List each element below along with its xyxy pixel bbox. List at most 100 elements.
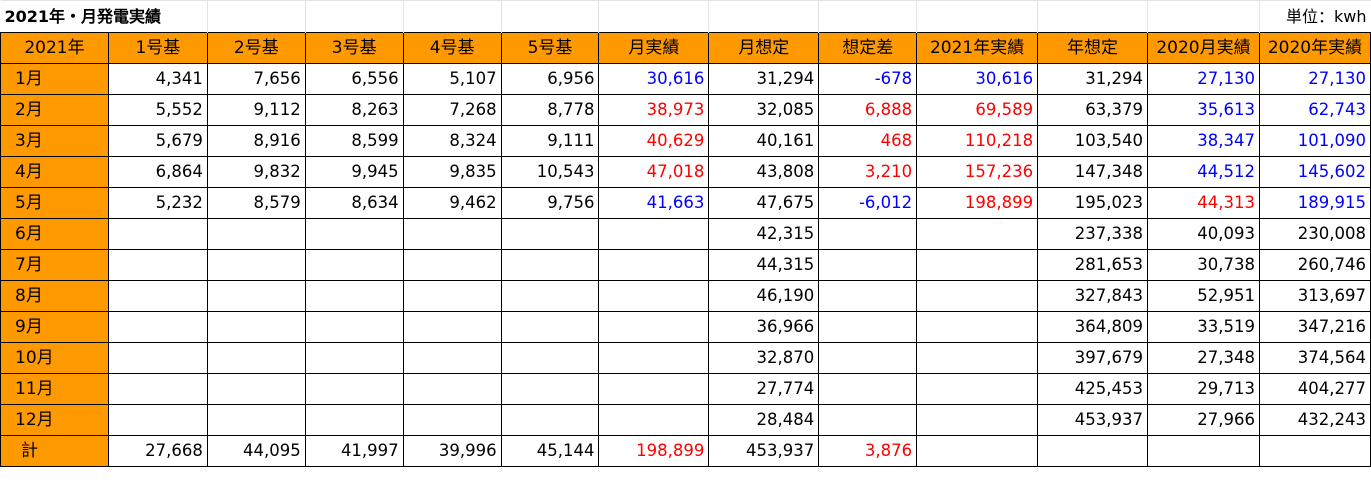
value-cell[interactable] bbox=[598, 218, 710, 250]
value-cell[interactable]: 9,111 bbox=[500, 125, 600, 157]
value-cell[interactable]: 425,453 bbox=[1037, 373, 1148, 405]
value-cell[interactable]: 5,552 bbox=[107, 94, 208, 126]
value-cell[interactable]: 101,090 bbox=[1258, 125, 1371, 157]
empty-cell[interactable] bbox=[500, 0, 599, 33]
value-cell[interactable]: 3,876 bbox=[818, 435, 918, 467]
value-cell[interactable]: 5,107 bbox=[402, 63, 502, 95]
value-cell[interactable]: 32,870 bbox=[708, 342, 820, 374]
month-label[interactable]: 2月 bbox=[0, 94, 109, 126]
month-label[interactable]: 9月 bbox=[0, 311, 109, 343]
value-cell[interactable]: 38,347 bbox=[1146, 125, 1260, 157]
value-cell[interactable]: 145,602 bbox=[1258, 156, 1371, 188]
value-cell[interactable]: 43,808 bbox=[708, 156, 820, 188]
column-header[interactable]: 4号基 bbox=[402, 32, 502, 64]
empty-cell[interactable] bbox=[708, 0, 819, 33]
value-cell[interactable]: 9,945 bbox=[304, 156, 404, 188]
value-cell[interactable]: 313,697 bbox=[1258, 280, 1371, 312]
value-cell[interactable] bbox=[500, 218, 600, 250]
value-cell[interactable] bbox=[107, 249, 208, 281]
value-cell[interactable] bbox=[402, 373, 502, 405]
column-header[interactable]: 5号基 bbox=[500, 32, 600, 64]
value-cell[interactable] bbox=[1146, 435, 1260, 467]
value-cell[interactable]: 189,915 bbox=[1258, 187, 1371, 219]
value-cell[interactable]: 30,616 bbox=[598, 63, 710, 95]
value-cell[interactable]: 44,313 bbox=[1146, 187, 1260, 219]
month-label[interactable]: 8月 bbox=[0, 280, 109, 312]
value-cell[interactable]: 9,832 bbox=[206, 156, 306, 188]
value-cell[interactable] bbox=[402, 280, 502, 312]
value-cell[interactable]: 10,543 bbox=[500, 156, 600, 188]
value-cell[interactable] bbox=[206, 218, 306, 250]
value-cell[interactable]: 63,379 bbox=[1037, 94, 1148, 126]
value-cell[interactable] bbox=[500, 249, 600, 281]
value-cell[interactable]: 27,774 bbox=[708, 373, 820, 405]
column-header[interactable]: 1号基 bbox=[107, 32, 208, 64]
value-cell[interactable]: 27,668 bbox=[107, 435, 208, 467]
value-cell[interactable]: 29,713 bbox=[1146, 373, 1260, 405]
value-cell[interactable]: 30,738 bbox=[1146, 249, 1260, 281]
value-cell[interactable]: 103,540 bbox=[1037, 125, 1148, 157]
value-cell[interactable] bbox=[304, 373, 404, 405]
month-label[interactable]: 6月 bbox=[0, 218, 109, 250]
value-cell[interactable]: 9,112 bbox=[206, 94, 306, 126]
value-cell[interactable] bbox=[206, 342, 306, 374]
value-cell[interactable] bbox=[598, 373, 710, 405]
value-cell[interactable] bbox=[916, 311, 1039, 343]
value-cell[interactable] bbox=[304, 311, 404, 343]
value-cell[interactable]: 27,130 bbox=[1258, 63, 1371, 95]
value-cell[interactable] bbox=[916, 249, 1039, 281]
value-cell[interactable]: 6,556 bbox=[304, 63, 404, 95]
value-cell[interactable]: 237,338 bbox=[1037, 218, 1148, 250]
value-cell[interactable]: 327,843 bbox=[1037, 280, 1148, 312]
value-cell[interactable]: 30,616 bbox=[916, 63, 1039, 95]
value-cell[interactable]: 6,956 bbox=[500, 63, 600, 95]
value-cell[interactable]: 36,966 bbox=[708, 311, 820, 343]
value-cell[interactable]: 8,634 bbox=[304, 187, 404, 219]
value-cell[interactable] bbox=[598, 404, 710, 436]
value-cell[interactable] bbox=[107, 342, 208, 374]
value-cell[interactable] bbox=[304, 280, 404, 312]
empty-cell[interactable] bbox=[1037, 0, 1148, 33]
value-cell[interactable]: 4,341 bbox=[107, 63, 208, 95]
value-cell[interactable]: 44,315 bbox=[708, 249, 820, 281]
column-header[interactable]: 2020月実績 bbox=[1146, 32, 1260, 64]
value-cell[interactable] bbox=[818, 342, 918, 374]
column-header[interactable]: 2号基 bbox=[206, 32, 306, 64]
value-cell[interactable]: 47,675 bbox=[708, 187, 820, 219]
value-cell[interactable] bbox=[818, 404, 918, 436]
value-cell[interactable]: 468 bbox=[818, 125, 918, 157]
value-cell[interactable]: 9,835 bbox=[402, 156, 502, 188]
value-cell[interactable]: 7,656 bbox=[206, 63, 306, 95]
month-label[interactable]: 7月 bbox=[0, 249, 109, 281]
value-cell[interactable]: 281,653 bbox=[1037, 249, 1148, 281]
value-cell[interactable]: 44,512 bbox=[1146, 156, 1260, 188]
value-cell[interactable] bbox=[916, 342, 1039, 374]
column-header[interactable]: 3号基 bbox=[304, 32, 404, 64]
column-header[interactable]: 想定差 bbox=[818, 32, 918, 64]
value-cell[interactable] bbox=[304, 249, 404, 281]
value-cell[interactable] bbox=[402, 342, 502, 374]
value-cell[interactable] bbox=[206, 311, 306, 343]
value-cell[interactable] bbox=[818, 249, 918, 281]
value-cell[interactable]: 198,899 bbox=[916, 187, 1039, 219]
value-cell[interactable] bbox=[818, 280, 918, 312]
value-cell[interactable] bbox=[206, 280, 306, 312]
value-cell[interactable]: 404,277 bbox=[1258, 373, 1371, 405]
value-cell[interactable] bbox=[916, 404, 1039, 436]
month-label[interactable]: 11月 bbox=[0, 373, 109, 405]
value-cell[interactable]: 453,937 bbox=[1037, 404, 1148, 436]
column-header[interactable]: 2020年実績 bbox=[1258, 32, 1371, 64]
value-cell[interactable]: 6,864 bbox=[107, 156, 208, 188]
value-cell[interactable] bbox=[500, 280, 600, 312]
value-cell[interactable] bbox=[916, 280, 1039, 312]
value-cell[interactable]: 8,263 bbox=[304, 94, 404, 126]
value-cell[interactable]: 31,294 bbox=[708, 63, 820, 95]
value-cell[interactable]: 5,232 bbox=[107, 187, 208, 219]
value-cell[interactable]: 364,809 bbox=[1037, 311, 1148, 343]
value-cell[interactable]: 9,462 bbox=[402, 187, 502, 219]
value-cell[interactable] bbox=[1258, 435, 1371, 467]
value-cell[interactable] bbox=[500, 404, 600, 436]
value-cell[interactable]: 31,294 bbox=[1037, 63, 1148, 95]
value-cell[interactable]: 41,663 bbox=[598, 187, 710, 219]
value-cell[interactable]: 46,190 bbox=[708, 280, 820, 312]
